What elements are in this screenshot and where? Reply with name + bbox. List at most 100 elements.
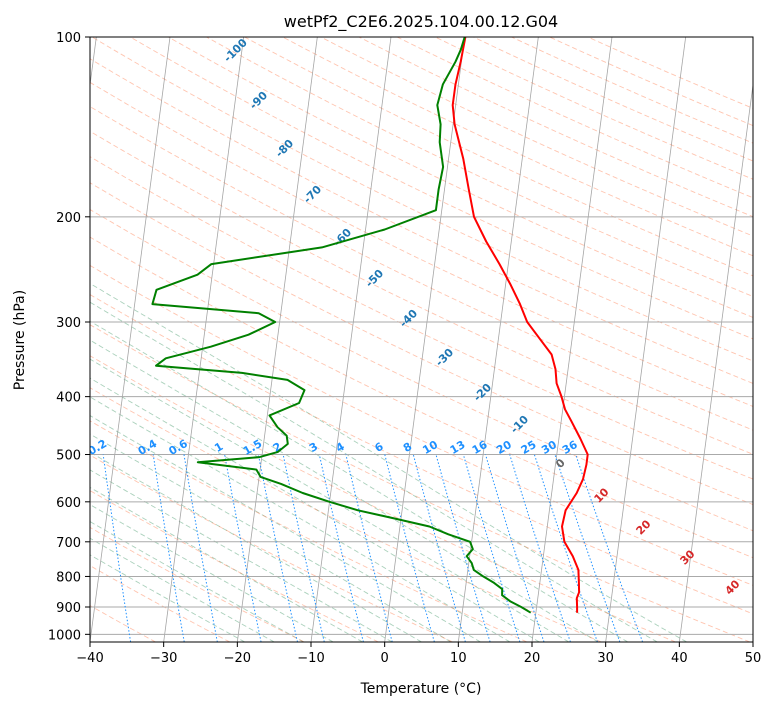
dry-adiabat xyxy=(129,37,753,340)
x-tick-label: 20 xyxy=(524,651,541,666)
x-tick-label: 30 xyxy=(597,651,614,666)
contour-labels: 0.1 0.2 0.4 0.6 1 1.5 2 3 4 6 8 10 13 16 20 25 30 36-100-… xyxy=(90,37,743,598)
dry-adiabat xyxy=(90,454,453,642)
moist-adiabat xyxy=(90,486,363,642)
y-tick-label: 200 xyxy=(56,211,81,226)
dry-adiabat xyxy=(90,130,753,455)
plot-frame xyxy=(89,36,754,643)
y-axis-label: Pressure (hPa) xyxy=(12,290,28,390)
mixing-ratio-line xyxy=(345,454,393,642)
dry-adiabats xyxy=(90,37,753,642)
dry-adiabat xyxy=(90,490,379,642)
lcl-temperature-label: 10 xyxy=(592,485,612,505)
dry-adiabat xyxy=(90,156,753,480)
dry-adiabat xyxy=(90,324,750,642)
dewpoint-profile-line xyxy=(151,37,532,614)
moist-adiabat xyxy=(90,377,540,642)
dry-adiabat xyxy=(587,37,753,109)
moist-adiabat xyxy=(90,554,245,642)
moist-adiabat xyxy=(90,320,629,642)
y-tick-label: 600 xyxy=(56,496,81,511)
isotherm-line xyxy=(163,37,245,642)
dry-adiabat xyxy=(90,526,305,642)
isotherm-line xyxy=(531,37,613,642)
moist-adiabat xyxy=(90,504,334,642)
mixing-ratio-line xyxy=(533,454,598,642)
dry-adiabat xyxy=(90,182,753,506)
moist-adiabat xyxy=(90,282,687,642)
x-tick-label: −10 xyxy=(297,651,324,666)
y-tick-label: 400 xyxy=(56,391,81,406)
y-tick-label: 800 xyxy=(56,570,81,585)
dry-adiabat xyxy=(90,420,528,642)
mixing-ratio-line xyxy=(183,454,218,642)
x-tick-label: −40 xyxy=(76,651,103,666)
y-tick-label: 100 xyxy=(56,31,81,46)
x-axis-ticks: −40 −30 −20 −10 0 10 20 30 40 50 xyxy=(76,642,761,666)
y-axis-ticks: 100 200 300 400 500 600 700 800 900 1000 xyxy=(48,31,90,643)
isotherm-line xyxy=(605,37,687,642)
mixing-ratio-label: 8 xyxy=(401,440,414,455)
dry-adiabat xyxy=(90,58,753,384)
moist-adiabat xyxy=(90,358,570,642)
x-tick-label: 0 xyxy=(381,651,389,666)
mixing-ratio-lines xyxy=(102,454,644,642)
moist-adiabat xyxy=(90,451,422,642)
mixing-ratio-label: 1 xyxy=(212,440,225,455)
dry-adiabat xyxy=(244,37,753,277)
theta-e-label: -40 xyxy=(397,307,420,330)
dry-adiabat xyxy=(90,264,753,586)
theta-e-label: -90 xyxy=(247,89,270,112)
dry-adiabat xyxy=(549,37,753,127)
lcl-temperature-label: 0 xyxy=(553,456,568,471)
y-tick-label: 500 xyxy=(56,449,81,464)
skewed-isotherms xyxy=(90,37,753,642)
mixing-ratio-line xyxy=(412,454,466,642)
dry-adiabat xyxy=(90,387,602,642)
y-tick-label: 1000 xyxy=(48,628,81,643)
mixing-ratio-line xyxy=(152,454,185,642)
mixing-ratio-line xyxy=(575,454,644,642)
moist-adiabat xyxy=(90,339,599,642)
isotherm-line xyxy=(90,37,97,88)
x-tick-label: 40 xyxy=(671,651,688,666)
dry-adiabat xyxy=(435,37,753,180)
mixing-ratio-label: 3 xyxy=(307,440,320,455)
mixing-ratio-line xyxy=(102,454,132,642)
y-tick-label: 700 xyxy=(56,536,81,551)
moist-adiabat xyxy=(90,415,481,642)
dry-adiabat xyxy=(90,209,753,532)
lcl-temperature-label: 20 xyxy=(634,517,654,537)
isotherm-line xyxy=(90,37,171,642)
chart-title: wetPf2_C2E6.2025.104.00.12.G04 xyxy=(284,12,558,32)
isotherm-line xyxy=(236,37,318,642)
mixing-ratio-line xyxy=(509,454,571,642)
moist-adiabats xyxy=(90,282,687,642)
dry-adiabat xyxy=(396,37,753,199)
mixing-ratio-line xyxy=(435,454,491,642)
dry-adiabat xyxy=(168,37,753,318)
dry-adiabat xyxy=(473,37,753,162)
mixing-ratio-line xyxy=(554,454,621,642)
dry-adiabat xyxy=(358,37,753,218)
mixing-ratio-line xyxy=(462,454,521,642)
isotherm-line xyxy=(678,81,753,642)
temperature-profile-line xyxy=(451,37,589,613)
mixing-ratio-line xyxy=(485,454,545,642)
theta-e-label: -10 xyxy=(508,413,531,436)
moist-adiabat xyxy=(90,469,393,642)
moist-adiabat xyxy=(90,396,511,642)
isotherm-line xyxy=(384,37,466,642)
sounding-series xyxy=(151,37,589,614)
theta-e-label: -60 xyxy=(331,226,354,249)
y-tick-label: 900 xyxy=(56,601,81,616)
x-tick-label: −20 xyxy=(224,651,251,666)
x-tick-label: 10 xyxy=(450,651,467,666)
moist-adiabat xyxy=(90,301,658,642)
plot-area: 0.1 0.2 0.4 0.6 1 1.5 2 3 4 6 8 10 13 16 20 25 30 36-100-… xyxy=(90,37,753,642)
x-axis-label: Temperature (°C) xyxy=(360,681,482,697)
x-tick-label: 50 xyxy=(745,651,762,666)
theta-e-label: -50 xyxy=(363,267,386,290)
mixing-ratio-line xyxy=(224,454,262,642)
moist-adiabat xyxy=(90,433,452,642)
